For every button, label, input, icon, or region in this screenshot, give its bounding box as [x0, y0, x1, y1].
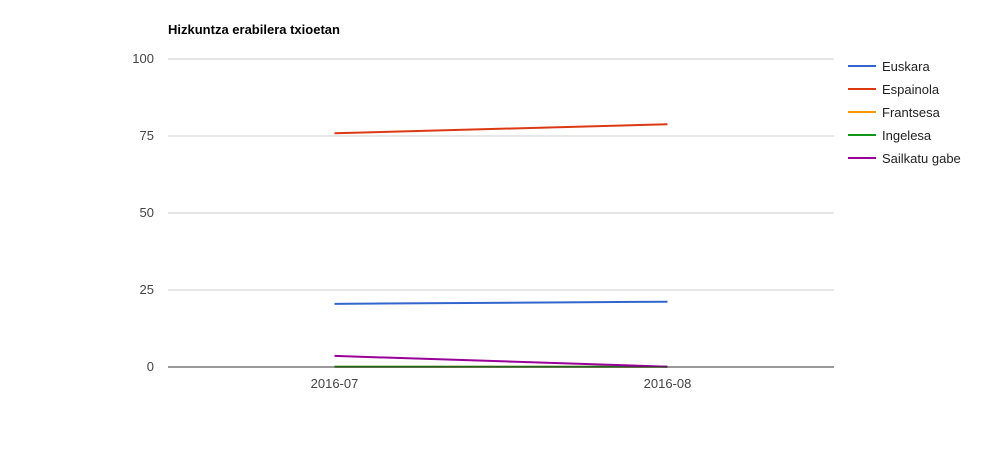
- y-tick-label: 100: [132, 51, 154, 66]
- y-tick-label: 50: [140, 205, 154, 220]
- legend-label: Espainola: [882, 82, 940, 97]
- x-axis-ticks: 2016-07 2016-08: [311, 376, 692, 391]
- legend: Euskara Espainola Frantsesa Ingelesa Sailkat…: [848, 59, 961, 166]
- legend-label: Euskara: [882, 59, 930, 74]
- y-axis-ticks: 0 25 50 75 100: [132, 51, 154, 374]
- y-tick-label: 0: [147, 359, 154, 374]
- series-line-0: [334, 300, 668, 305]
- series-lines: [334, 123, 668, 368]
- chart-title: Hizkuntza erabilera txioetan: [168, 22, 340, 37]
- series-line-1: [334, 123, 668, 135]
- y-tick-label: 25: [140, 282, 154, 297]
- legend-label: Frantsesa: [882, 105, 941, 120]
- legend-label: Sailkatu gabe: [882, 151, 961, 166]
- x-tick-label: 2016-08: [644, 376, 692, 391]
- series-line-4: [334, 354, 668, 368]
- x-tick-label: 2016-07: [311, 376, 359, 391]
- y-tick-label: 75: [140, 128, 154, 143]
- legend-label: Ingelesa: [882, 128, 932, 143]
- grid: [168, 58, 834, 291]
